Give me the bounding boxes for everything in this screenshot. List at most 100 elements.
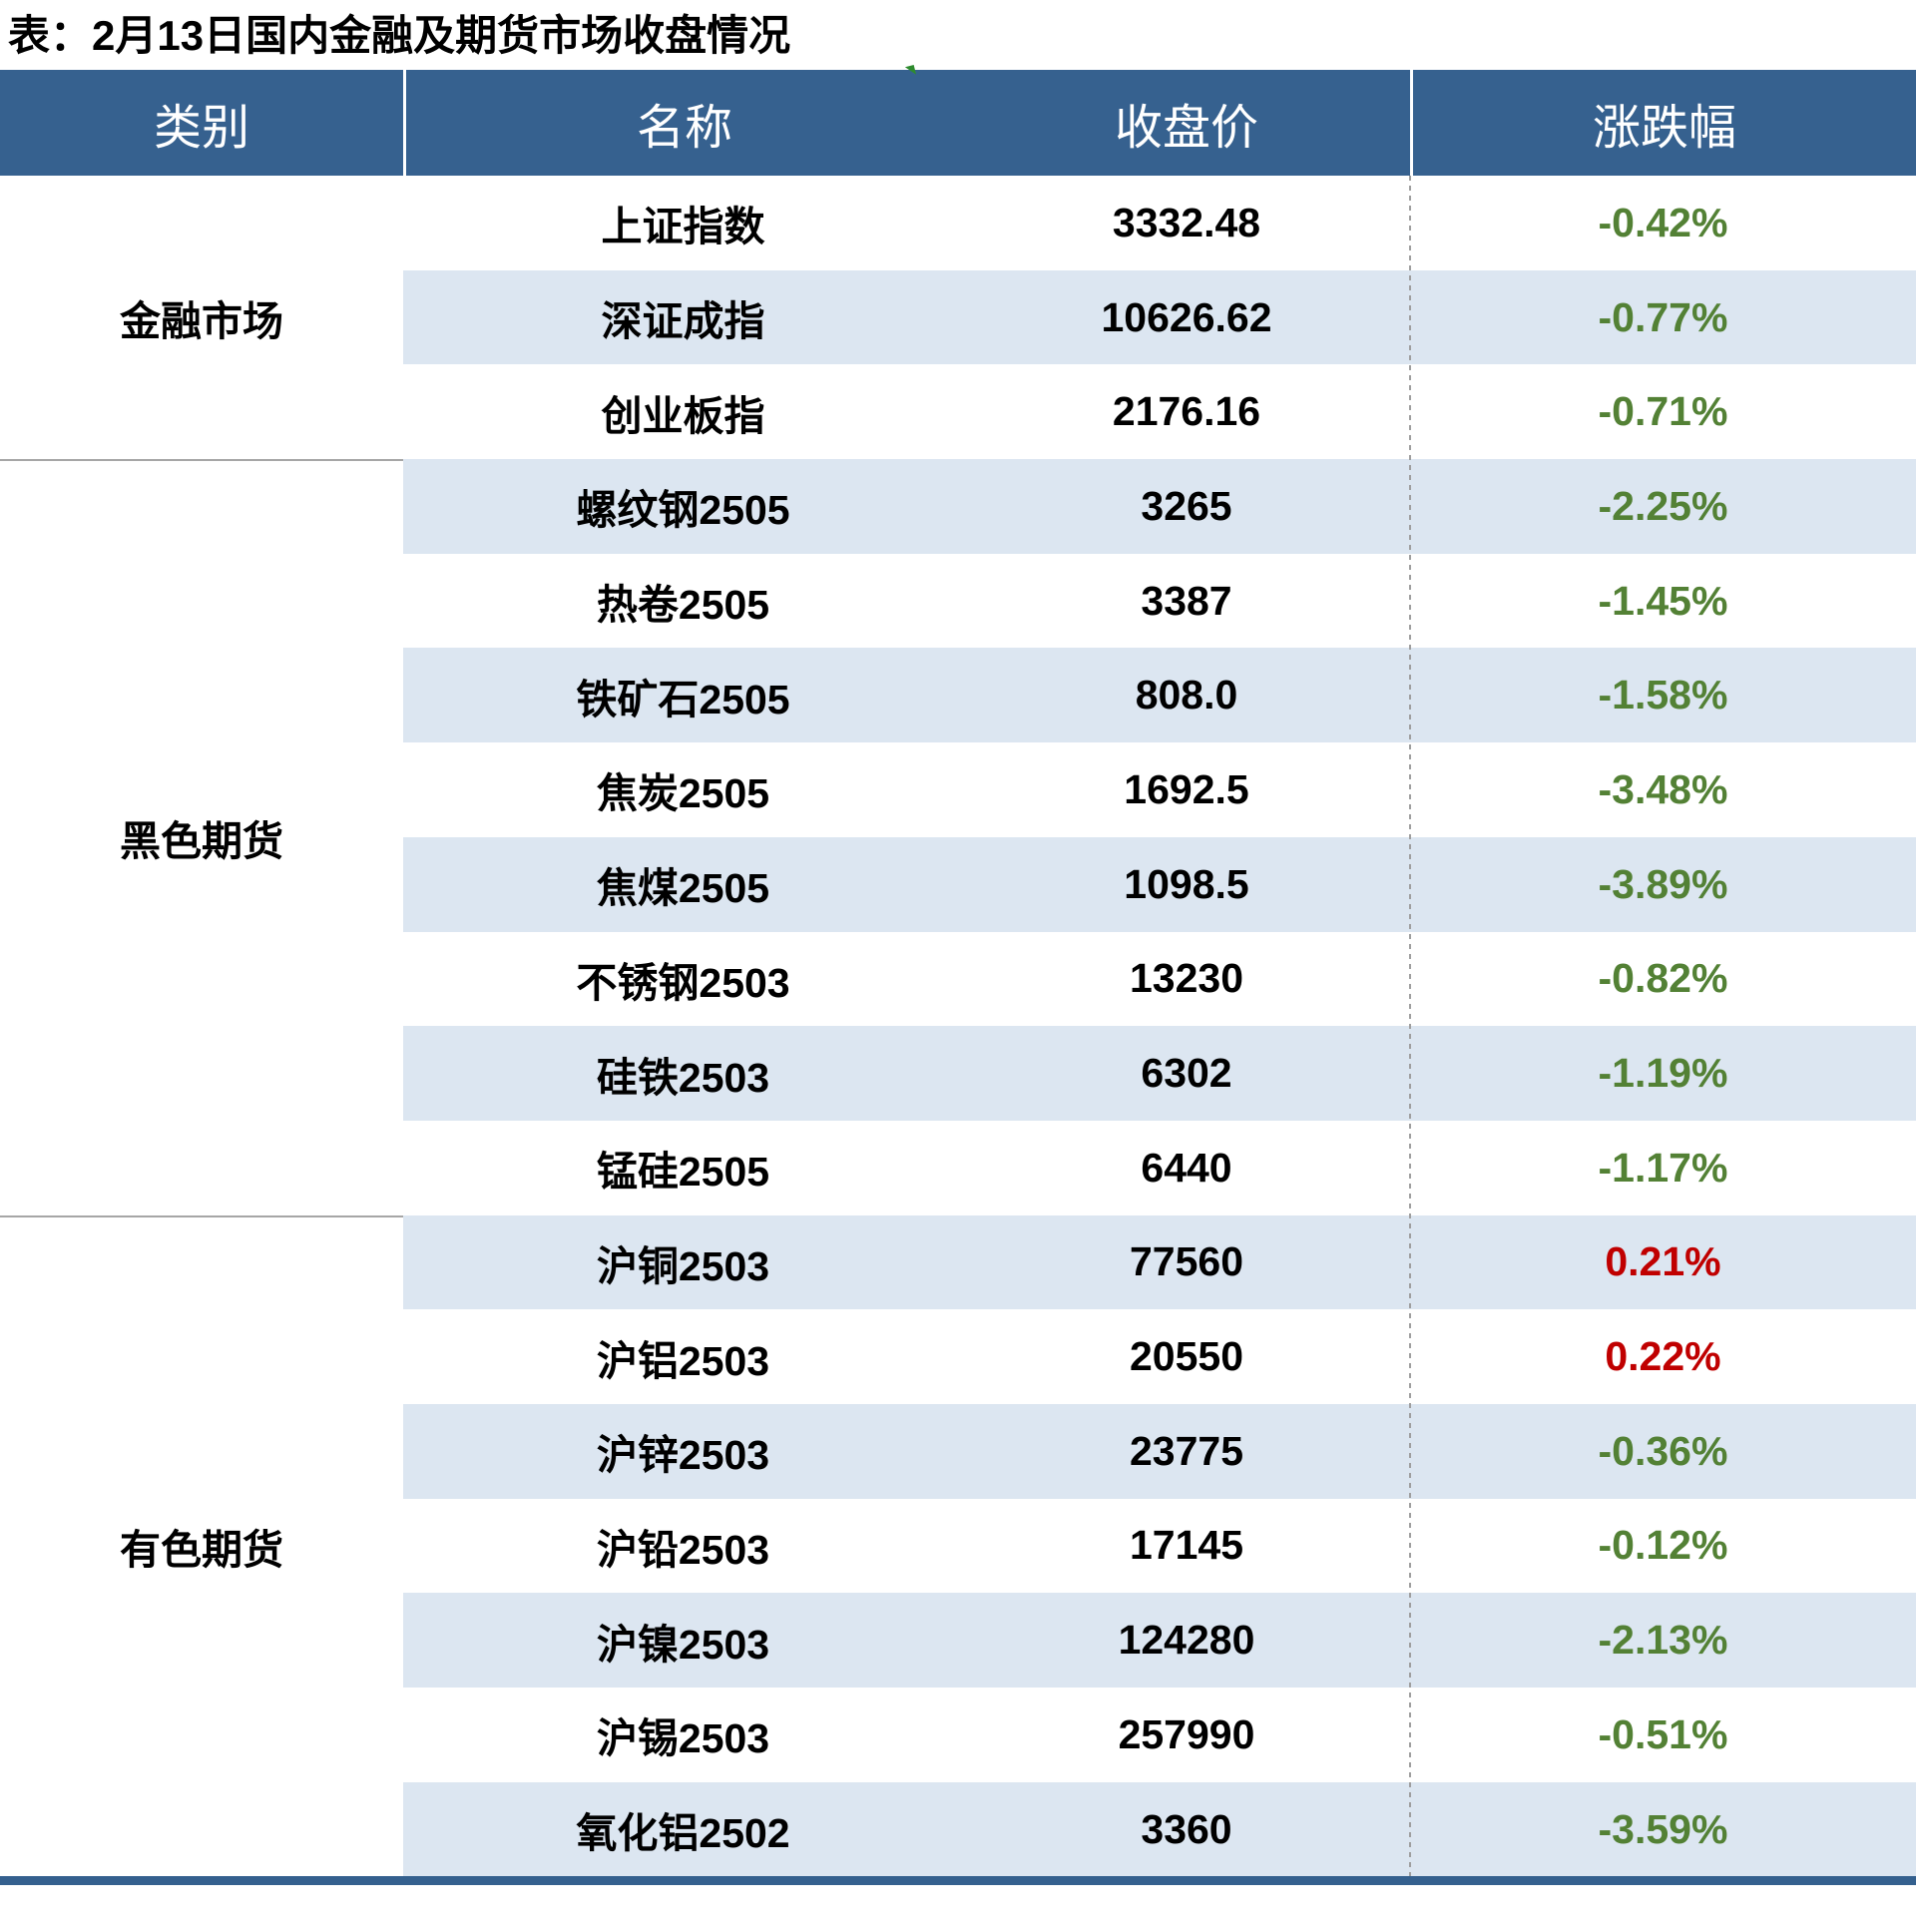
table-row: 沪铅2503 17145 -0.12%	[0, 1498, 1916, 1594]
change-percent-cell: -0.12%	[1598, 1522, 1728, 1569]
change-percent-cell: -0.36%	[1410, 1403, 1916, 1499]
name-cell: 沪铝2503	[596, 1337, 770, 1384]
name-cell: 热卷2505	[596, 582, 770, 629]
close-price-cell: 808.0	[963, 648, 1410, 743]
close-price-cell: 1692.5	[1124, 765, 1249, 812]
table-row: 锰硅2505 6440 -1.17%	[0, 1120, 1916, 1215]
category-spacer-cell	[0, 1593, 403, 1688]
change-percent-cell: -0.42%	[1598, 199, 1728, 245]
category-spacer-cell	[0, 1120, 403, 1215]
change-percent-cell: -1.19%	[1410, 1026, 1916, 1121]
close-price-cell: 3360	[963, 1781, 1410, 1877]
table-row: 深证成指 10626.62 -0.77%	[0, 269, 1916, 365]
table-row: 沪铝2503 20550 0.22%	[0, 1309, 1916, 1404]
change-percent-cell: 0.22%	[1605, 1333, 1721, 1380]
cell-corner-artifact-mark	[904, 65, 917, 77]
name-cell: 深证成指	[403, 269, 963, 365]
name-cell: 创业板指	[601, 392, 765, 439]
change-percent-cell: -0.51%	[1598, 1710, 1728, 1757]
name-cell: 上证指数	[601, 204, 765, 250]
table-row: 沪锌2503 23775 -0.36%	[0, 1403, 1916, 1499]
close-price-cell: 20550	[1129, 1333, 1243, 1380]
table-row: 硅铁2503 6302 -1.19%	[0, 1026, 1916, 1121]
category-spacer-cell	[0, 648, 403, 743]
category-spacer-cell	[0, 1688, 403, 1782]
table-row: 沪锡2503 257990 -0.51%	[0, 1688, 1916, 1782]
category-spacer-cell	[0, 1026, 403, 1121]
close-price-cell: 6302	[963, 1026, 1410, 1121]
table-row: 焦炭2505 1692.5 -3.48%	[0, 742, 1916, 837]
name-cell: 铁矿石2505	[403, 648, 963, 743]
name-cell: 焦炭2505	[596, 770, 770, 817]
change-percent-cell: -2.13%	[1410, 1593, 1916, 1688]
close-price-cell: 2176.16	[1112, 388, 1261, 435]
table-row: 上证指数 3332.48 -0.42%	[0, 176, 1916, 270]
section-divider	[0, 459, 403, 462]
name-cell: 沪镍2503	[403, 1593, 963, 1688]
close-price-cell: 3332.48	[1112, 199, 1261, 245]
category-spacer-cell	[0, 1781, 403, 1877]
category-spacer-cell	[0, 1403, 403, 1499]
column-header-close: 收盘价	[1114, 102, 1258, 155]
name-cell: 硅铁2503	[403, 1026, 963, 1121]
name-cell: 沪锡2503	[596, 1715, 770, 1762]
table-row: 不锈钢2503 13230 -0.82%	[0, 931, 1916, 1027]
change-percent-cell: -0.71%	[1598, 388, 1728, 435]
name-cell: 锰硅2505	[596, 1149, 770, 1196]
table-row: 沪铜2503 77560 0.21%	[0, 1214, 1916, 1310]
change-percent-cell: -3.48%	[1598, 765, 1728, 812]
change-percent-cell: -1.45%	[1598, 577, 1728, 624]
category-spacer-cell	[0, 269, 403, 365]
close-price-cell: 77560	[963, 1214, 1410, 1310]
close-price-cell: 124280	[963, 1593, 1410, 1688]
name-cell: 沪铜2503	[403, 1214, 963, 1310]
table-row: 沪镍2503 124280 -2.13%	[0, 1593, 1916, 1688]
table-row: 螺纹钢2505 3265 -2.25%	[0, 459, 1916, 554]
table-bottom-border	[0, 1876, 1916, 1885]
column-header-name: 名称	[403, 70, 963, 176]
category-spacer-cell	[0, 176, 403, 270]
category-spacer-cell	[0, 1214, 403, 1310]
change-percent-cell: -1.58%	[1410, 648, 1916, 743]
table-row: 铁矿石2505 808.0 -1.58%	[0, 648, 1916, 743]
name-cell: 沪铅2503	[596, 1526, 770, 1573]
category-spacer-cell	[0, 459, 403, 554]
table-row: 氧化铝2502 3360 -3.59%	[0, 1781, 1916, 1877]
category-spacer-cell	[0, 1309, 403, 1404]
change-percent-cell: -3.89%	[1410, 836, 1916, 932]
name-cell: 氧化铝2502	[403, 1781, 963, 1877]
close-price-cell: 1098.5	[963, 836, 1410, 932]
change-percent-cell: -2.25%	[1410, 459, 1916, 554]
change-percent-cell: 0.21%	[1410, 1214, 1916, 1310]
close-price-cell: 13230	[1129, 955, 1243, 1002]
table-row: 焦煤2505 1098.5 -3.89%	[0, 836, 1916, 932]
category-spacer-cell	[0, 1498, 403, 1594]
name-cell: 沪锌2503	[403, 1403, 963, 1499]
category-spacer-cell	[0, 742, 403, 837]
category-spacer-cell	[0, 553, 403, 649]
name-cell: 螺纹钢2505	[403, 459, 963, 554]
page-title: 表：2月13日国内金融及期货市场收盘情况	[8, 12, 791, 59]
category-spacer-cell	[0, 836, 403, 932]
close-price-cell: 3387	[1141, 577, 1232, 624]
close-price-cell: 17145	[1129, 1522, 1243, 1569]
column-header-change: 涨跌幅	[1410, 70, 1916, 176]
table-row: 热卷2505 3387 -1.45%	[0, 553, 1916, 649]
column-divider-dashed-line	[1409, 176, 1411, 1877]
close-price-cell: 10626.62	[963, 269, 1410, 365]
close-price-cell: 3265	[963, 459, 1410, 554]
category-spacer-cell	[0, 364, 403, 460]
column-header-category: 类别	[153, 102, 249, 155]
change-percent-cell: -3.59%	[1410, 1781, 1916, 1877]
table-row: 创业板指 2176.16 -0.71%	[0, 364, 1916, 460]
category-spacer-cell	[0, 931, 403, 1027]
change-percent-cell: -1.17%	[1598, 1144, 1728, 1191]
name-cell: 焦煤2505	[403, 836, 963, 932]
table-header-row: 类别 名称 收盘价 涨跌幅	[0, 70, 1916, 176]
close-price-cell: 23775	[963, 1403, 1410, 1499]
change-percent-cell: -0.82%	[1598, 955, 1728, 1002]
table-body: 上证指数 3332.48 -0.42% 深证成指 10626.62 -0.77% 创业板指 2…	[0, 176, 1916, 1877]
change-percent-cell: -0.77%	[1410, 269, 1916, 365]
close-price-cell: 6440	[1141, 1144, 1232, 1191]
